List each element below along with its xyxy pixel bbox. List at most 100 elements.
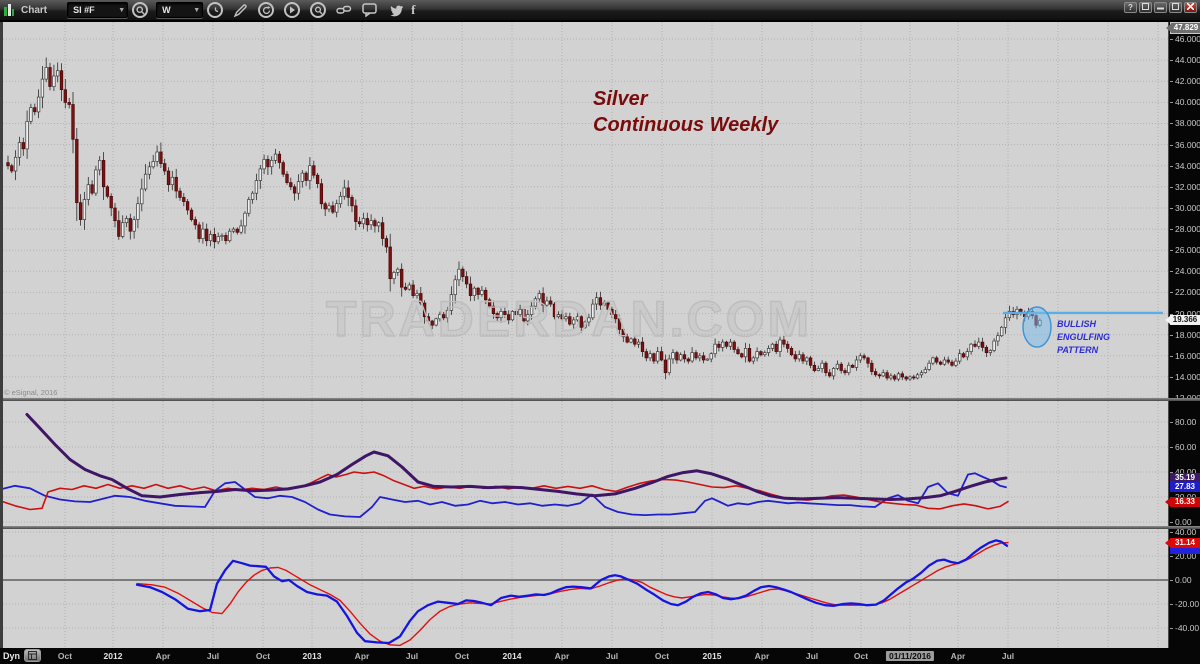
time-axis-label: 2014 [502, 651, 522, 661]
close-button[interactable] [1184, 1, 1197, 13]
axis-tick-label: 26.000 [1170, 245, 1200, 256]
twitter-icon [390, 5, 404, 16]
esignal-copyright: © eSignal, 2016 [4, 388, 58, 397]
time-axis-label: Jul [805, 651, 819, 661]
pane-separator-1[interactable] [0, 398, 1200, 401]
oscillator-panel-2[interactable] [0, 529, 1168, 648]
axis-tick-label: 80.00 [1169, 417, 1197, 427]
time-axis[interactable]: Dyn Oct 2012 Apr Jul Oct 2013 Apr Jul Oct 2014 Apr… [0, 648, 1200, 664]
chart-title-line1: Silver [593, 88, 648, 110]
interval-value: W [162, 5, 171, 15]
axis-tick-label: -20.00 [1169, 599, 1200, 609]
axis-tick-label: 40.00 [1169, 467, 1197, 477]
pattern-annotation[interactable]: BULLISH ENGULFING PATTERN [1057, 318, 1110, 357]
axis-tick-label: 34.000 [1170, 160, 1200, 171]
oscillator-value-badge: 16.33 [1165, 496, 1200, 507]
oscillator-1-canvas[interactable] [0, 401, 1168, 526]
axis-tick-label: 22.000 [1170, 287, 1200, 298]
facebook-icon: f [411, 2, 416, 17]
main-chart-canvas[interactable] [0, 22, 1168, 398]
axis-tick-label: 32.000 [1170, 181, 1200, 192]
oscillator-2-axis[interactable]: 40.00 20.00 0.00 -20.00 -40.00 31.14 [1165, 527, 1200, 648]
minimize-icon [1157, 7, 1164, 9]
badge-arrow-icon [1165, 538, 1170, 547]
draw-tool-button[interactable] [233, 3, 248, 18]
refresh-arrow-icon [262, 5, 271, 14]
play-button[interactable] [284, 2, 301, 18]
time-axis-label: Oct [454, 651, 470, 661]
engulfing-ellipse[interactable] [1022, 306, 1052, 348]
time-axis-label: Oct [57, 651, 73, 661]
time-interval-button[interactable] [207, 2, 224, 18]
main-chart-pane[interactable]: TRADERDAN.COM Silver Continuous Weekly B… [0, 22, 1168, 398]
axis-tick-label: 60.00 [1169, 442, 1197, 452]
axis-tick-label: 0.00 [1170, 517, 1192, 527]
pane-separator-2[interactable] [0, 526, 1200, 529]
twitter-share-button[interactable] [388, 4, 404, 17]
zoom-tool-button[interactable] [310, 2, 327, 18]
axis-tick-label: 40.00 [1169, 527, 1197, 537]
axis-tick-label: 46.000 [1170, 34, 1200, 44]
time-axis-label: Apr [155, 651, 171, 661]
axis-tick-label: 14.000 [1170, 371, 1200, 382]
axis-tick-label: 42.000 [1170, 76, 1200, 87]
time-axis-label: Oct [654, 651, 670, 661]
chart-title-annotation[interactable]: Silver Continuous Weekly [593, 86, 778, 138]
oscillator-value-badge: 31.14 [1165, 537, 1200, 548]
restore-button[interactable] [1139, 1, 1152, 13]
symbol-value: SI #F [73, 5, 95, 15]
axis-tick-label: 44.000 [1170, 55, 1200, 66]
symbol-caret-icon: ▼ [118, 6, 126, 14]
maximize-button[interactable] [1169, 1, 1182, 13]
link-chain-icon [336, 5, 352, 14]
axis-tick-label: 16.000 [1170, 350, 1200, 361]
axis-tick-label: 38.000 [1170, 118, 1200, 129]
minimize-button[interactable] [1154, 1, 1167, 13]
zoom-icon [314, 6, 323, 14]
window-titlebar[interactable]: Chart SI #F ▼ W ▼ [0, 0, 1200, 21]
session-high-badge: 47.829 [1166, 22, 1200, 34]
close-icon [1186, 1, 1195, 11]
axis-tick-label: 40.000 [1170, 97, 1200, 108]
time-axis-label: 2015 [702, 651, 722, 661]
facebook-share-button[interactable]: f [411, 2, 415, 18]
time-axis-label: Jul [1001, 651, 1015, 661]
time-axis-label: Apr [554, 651, 570, 661]
axis-tick-label: 36.000 [1170, 139, 1200, 150]
axis-tick-label: 28.000 [1170, 224, 1200, 235]
pattern-line1: BULLISH [1057, 319, 1096, 329]
time-axis-label: Apr [754, 651, 770, 661]
symbol-combo[interactable]: SI #F ▼ [67, 2, 129, 18]
time-axis-label: Jul [405, 651, 419, 661]
play-icon [290, 6, 296, 14]
oscillator-value-badge: 27.83 [1170, 482, 1200, 493]
window-title: Chart [21, 4, 48, 16]
hidden-blue-badge [1170, 544, 1200, 554]
chart-app-icon [4, 3, 14, 17]
session-date-label: 01/11/2016 [885, 651, 935, 661]
axis-tick-label: -40.00 [1169, 623, 1200, 633]
link-button[interactable] [336, 4, 352, 17]
interval-combo[interactable]: W ▼ [156, 2, 204, 18]
dyn-mode-label[interactable]: Dyn [3, 651, 21, 661]
symbol-lookup-button[interactable] [132, 2, 149, 18]
magnifier-icon [136, 5, 145, 15]
oscillator-value-badge: 35.19 [1170, 473, 1200, 483]
help-button[interactable]: ? [1124, 1, 1137, 13]
time-axis-label: Jul [206, 651, 220, 661]
chart-left-border [0, 22, 3, 648]
time-template-button[interactable] [24, 649, 41, 662]
time-axis-label: Apr [950, 651, 966, 661]
time-axis-label: Apr [354, 651, 370, 661]
axis-tick-label: 0.00 [1170, 575, 1192, 585]
oscillator-panel-1[interactable] [0, 401, 1168, 526]
reload-button[interactable] [258, 2, 275, 18]
comment-button[interactable] [362, 3, 378, 17]
pattern-line2: ENGULFING [1057, 332, 1110, 342]
oscillator-2-canvas[interactable] [0, 529, 1168, 648]
price-axis[interactable]: 46.000 44.000 42.000 40.000 38.000 36.000 34.0… [1165, 22, 1200, 403]
time-axis-label: Oct [853, 651, 869, 661]
axis-tick-label: 24.000 [1170, 266, 1200, 277]
